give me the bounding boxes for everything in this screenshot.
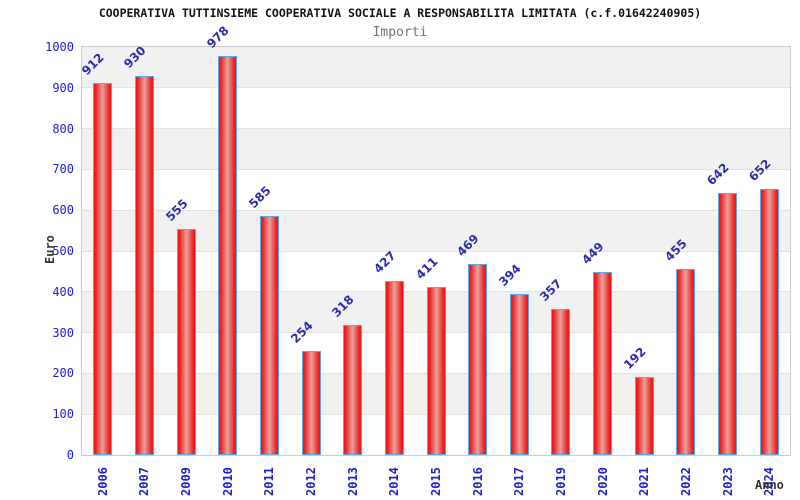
x-tick-label: 2010 xyxy=(220,467,235,496)
x-tick-label: 2021 xyxy=(637,467,652,496)
plot-area: 912 930 555 978 585 254 318 427 411 469 394 357 449 1… xyxy=(79,23,791,456)
bar xyxy=(509,294,529,455)
x-tick-label: 2011 xyxy=(262,467,277,496)
gridline xyxy=(82,250,790,252)
y-tick-label: 400 xyxy=(52,284,74,299)
gridline xyxy=(82,168,790,170)
grid-band xyxy=(82,87,790,129)
y-axis-title: Euro xyxy=(43,235,57,264)
bar xyxy=(551,309,571,455)
grid-band xyxy=(82,128,790,170)
bar xyxy=(176,228,196,455)
x-tick-label: 2016 xyxy=(470,467,485,496)
y-tick-label: 500 xyxy=(52,244,74,258)
bar xyxy=(301,351,321,455)
y-tick-label: 600 xyxy=(52,203,74,218)
y-tick-label: 0 xyxy=(66,448,74,462)
bar xyxy=(634,376,654,455)
x-tick-label: 2022 xyxy=(678,467,693,496)
x-tick-label: 2019 xyxy=(553,467,568,496)
bar xyxy=(676,269,696,455)
y-tick-label: 100 xyxy=(52,407,74,422)
x-tick-label: 2014 xyxy=(387,467,402,496)
grid-band xyxy=(82,169,790,211)
bar xyxy=(593,271,613,455)
y-tick-label: 700 xyxy=(52,162,74,177)
bar xyxy=(426,287,446,455)
bar xyxy=(259,216,279,455)
y-tick-label: 300 xyxy=(52,325,74,340)
bar xyxy=(384,280,404,455)
x-tick-label: 2015 xyxy=(429,467,443,496)
x-tick-label: 2009 xyxy=(179,467,194,496)
bar xyxy=(759,188,779,455)
x-tick-label: 2020 xyxy=(595,467,610,496)
bar xyxy=(718,193,738,455)
x-tick-label: 2012 xyxy=(304,467,319,496)
x-tick-label: 2006 xyxy=(95,467,110,496)
y-tick-label: 200 xyxy=(52,366,74,381)
bar xyxy=(93,82,113,455)
bar xyxy=(468,263,488,455)
x-tick-label: 2017 xyxy=(512,467,527,496)
gridline xyxy=(82,209,790,211)
grid-band xyxy=(82,251,790,292)
bar xyxy=(343,325,363,455)
bar xyxy=(134,75,154,455)
x-tick-label: 2023 xyxy=(720,467,735,496)
y-tick-label: 1000 xyxy=(45,40,74,54)
x-tick-label: 2013 xyxy=(345,467,360,496)
grid-band xyxy=(82,210,790,251)
gridline xyxy=(82,87,790,89)
y-tick-label: 900 xyxy=(52,80,74,95)
chart-subtitle: Importi xyxy=(372,25,428,40)
y-tick-label: 800 xyxy=(52,121,74,136)
x-axis-title: Anno xyxy=(755,478,784,492)
chart-title: COOPERATIVA TUTTINSIEME COOPERATIVA SOCI… xyxy=(98,6,702,20)
grid-band xyxy=(82,47,790,88)
gridline xyxy=(82,128,790,130)
bar xyxy=(218,55,238,455)
x-tick-label: 2007 xyxy=(137,467,152,496)
